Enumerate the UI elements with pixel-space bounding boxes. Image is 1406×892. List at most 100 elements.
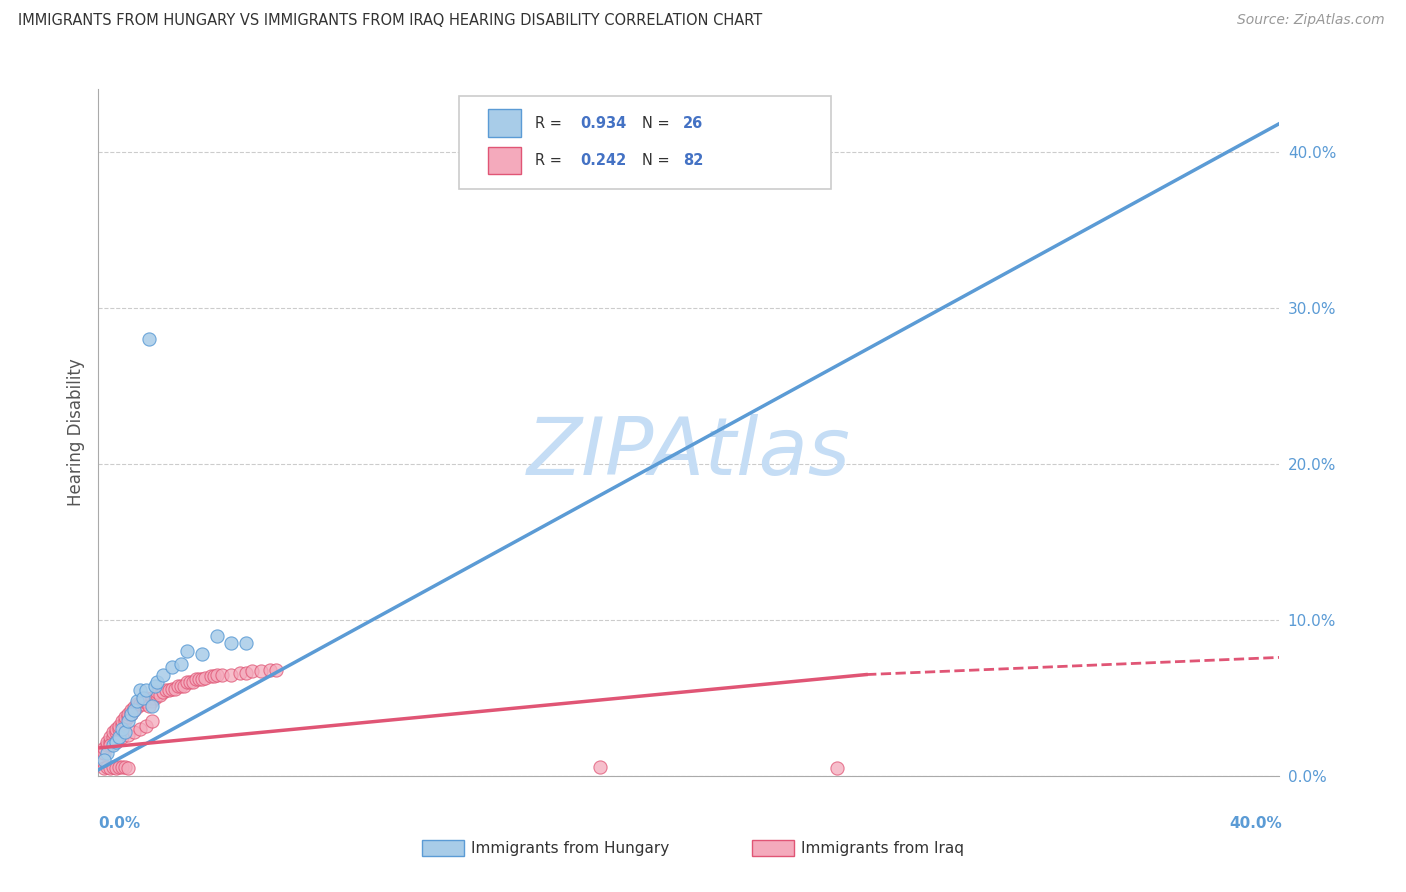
Point [235,636,257,650]
Point [117,728,139,742]
Text: ZIPAtlas: ZIPAtlas [527,414,851,492]
Point [194,671,217,685]
Point [98,735,121,749]
Point [141,694,163,708]
Point [122,703,145,717]
Point [155,683,177,698]
Point [114,725,136,739]
Point [176,644,198,658]
Point [162,681,183,696]
Point [103,759,125,773]
Point [105,723,128,737]
Point [170,657,193,671]
Point [125,698,148,712]
Point [143,678,166,692]
Point [132,698,155,712]
Text: N =: N = [641,116,673,130]
Text: Source: ZipAtlas.com: Source: ZipAtlas.com [1237,13,1385,28]
Point [219,667,242,681]
Point [264,663,287,677]
Point [111,714,134,729]
Point [191,648,214,662]
Point [135,719,157,733]
Point [117,714,139,729]
Point [125,700,148,714]
Point [114,714,136,729]
Point [128,723,150,737]
Text: 0.934: 0.934 [581,116,627,130]
Point [103,725,125,739]
Point [191,673,214,687]
Point [141,698,163,713]
Point [103,730,125,744]
Point [143,690,166,705]
Point [179,675,201,690]
Point [122,725,145,739]
Point [93,761,115,775]
Point [125,694,148,708]
Point [111,717,134,731]
Point [105,725,128,739]
Point [205,667,228,681]
Point [96,759,118,773]
Point [111,759,134,773]
Point [219,636,242,650]
Point [152,685,174,699]
Point [114,710,136,724]
Text: R =: R = [536,116,567,130]
Point [157,683,180,698]
Point [132,690,155,705]
Point [250,665,273,679]
Point [589,759,612,773]
Text: Immigrants from Hungary: Immigrants from Hungary [471,841,669,855]
Point [120,703,142,717]
Point [111,730,134,744]
Point [181,675,204,690]
Point [108,723,131,737]
Point [141,690,163,705]
Point [138,332,160,346]
FancyBboxPatch shape [488,110,522,136]
Point [122,703,145,717]
Point [111,723,134,737]
Point [141,714,163,729]
Point [98,761,121,775]
Point [117,706,139,721]
Point [93,753,115,767]
Point [117,761,139,775]
Point [105,735,128,749]
Point [108,759,131,773]
Text: 82: 82 [683,153,703,168]
FancyBboxPatch shape [488,146,522,174]
Point [146,685,169,699]
Point [120,706,142,721]
Point [105,761,128,775]
Point [138,698,160,713]
Point [229,665,252,680]
Point [176,675,198,690]
Point [259,663,281,677]
Point [96,735,118,749]
Point [93,746,115,760]
Text: 40.0%: 40.0% [1229,816,1282,831]
Point [90,753,112,767]
Point [235,665,257,680]
Text: 0.0%: 0.0% [98,816,141,831]
Point [135,683,157,698]
Point [135,690,157,705]
Y-axis label: Hearing Disability: Hearing Disability [66,359,84,507]
Point [120,706,142,721]
Point [825,761,848,775]
Point [93,740,115,755]
Point [173,678,195,692]
Point [96,738,118,752]
Point [146,675,169,690]
Point [108,719,131,733]
FancyBboxPatch shape [458,96,831,189]
Point [108,730,131,744]
Point [98,730,121,744]
Point [187,673,209,687]
Point [200,669,222,683]
Text: IMMIGRANTS FROM HUNGARY VS IMMIGRANTS FROM IRAQ HEARING DISABILITY CORRELATION C: IMMIGRANTS FROM HUNGARY VS IMMIGRANTS FR… [18,13,762,29]
Point [162,660,183,674]
